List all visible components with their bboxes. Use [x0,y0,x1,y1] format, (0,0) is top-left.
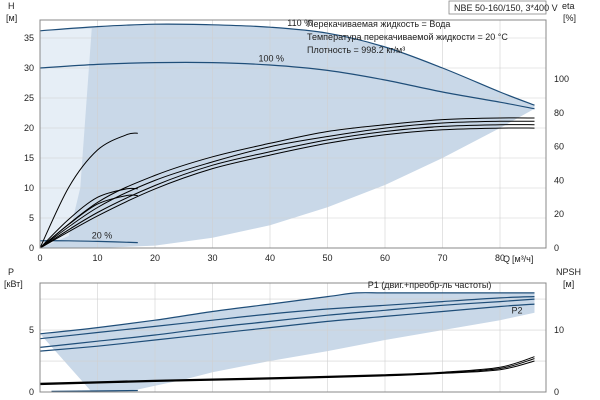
bottom-tick-labels: 0 5 0 10 [29,325,564,397]
bottom-y-axis-label: P [8,267,14,277]
bottom-y2-axis-unit: [м] [563,279,574,289]
top-tick-labels: 0 5 10 15 20 25 30 35 0 20 40 60 80 100 0 10 20 30 40 50 60 7… [24,33,569,263]
info-liquid: Перекачиваемая жидкость = Вода [307,19,450,29]
y2-tick-label: 100 [554,74,569,84]
y-tick-label: 15 [24,153,34,163]
curve-label-p1_110: P1 (двиг.+преобр-ль частоты) [368,280,492,290]
x-tick-label: 60 [380,253,390,263]
top-curves [39,23,535,249]
series-p1_110 [39,292,535,335]
curve-label-h_110: 110 % [287,18,312,28]
top-shaded-area [40,24,535,249]
bottom-shaded-area [40,292,535,392]
curve-label-h_100: 100 % [259,54,285,64]
x-tick-label: 80 [495,253,505,263]
x-tick-label: 50 [322,253,332,263]
y-tick-label: 5 [29,325,34,335]
top-light-fringe [40,28,92,249]
bottom-y-axis-unit: [кВт] [4,279,23,289]
y2-tick-label: 80 [554,108,564,118]
y-tick-label: 5 [29,213,34,223]
series-eta_small_3 [39,194,138,249]
y-tick-label: 30 [24,63,34,73]
y-tick-label: 20 [24,123,34,133]
series-h_110 [39,23,535,106]
bottom-y2-axis-label: NPSH [556,267,581,277]
series-p1_100 [39,298,535,348]
y2-tick-label: 10 [554,325,564,335]
bottom-operating-range [40,292,535,392]
series-npsh_b [39,358,535,385]
top-y-axis-unit: [м] [6,13,17,23]
series-eta_small_1 [39,132,138,249]
bottom-curve-labels: P1 (двиг.+преобр-ль частоты) P2 [368,280,523,316]
bottom-curves [39,292,535,392]
y2-tick-label: 20 [554,209,564,219]
pump-name: NBE 50-160/150, 3*400 V [454,3,558,13]
x-tick-label: 40 [265,253,275,263]
x-tick-label: 30 [207,253,217,263]
top-y2-axis-label: eta [562,1,575,11]
info-density: Плотность = 998.2 кг/м³ [307,45,405,55]
info-temperature: Температура перекачиваемой жидкости = 20… [307,32,508,42]
series-p2_110 [39,296,535,340]
x-axis-unit: [м³/ч] [512,254,533,264]
y2-tick-label: 60 [554,142,564,152]
series-p_20 [51,389,138,392]
top-curve-labels: 110 % 100 % 20 % [92,18,312,240]
x-tick-label: 70 [437,253,447,263]
series-eta_b [39,120,535,249]
curve-label-h_20: 20 % [92,230,113,240]
x-axis-label: Q [503,254,510,264]
y-tick-label: 25 [24,93,34,103]
top-plot-frame [39,19,547,249]
series-h_100 [39,61,535,110]
x-tick-label: 0 [37,253,42,263]
curve-label-p2_100: P2 [512,306,523,316]
bottom-plot-frame [39,282,547,393]
top-operating-range [40,24,535,249]
y-tick-label: 0 [29,387,34,397]
y2-tick-label: 0 [554,243,559,253]
y-tick-label: 35 [24,33,34,43]
y2-tick-label: 40 [554,175,564,185]
series-eta_c [39,124,535,249]
pump-name-box [448,0,547,15]
top-y2-axis-unit: [%] [563,13,576,23]
series-p2_100 [39,303,535,352]
series-eta_small_2 [39,187,138,249]
top-grid [40,20,546,248]
series-eta_d [39,127,535,249]
x-tick-label: 20 [150,253,160,263]
series-npsh_c [39,360,535,386]
series-npsh_a [39,356,535,384]
y2-tick-label: 0 [554,387,559,397]
y-tick-label: 0 [29,243,34,253]
top-y-axis-label: H [8,1,15,11]
y-tick-label: 10 [24,183,34,193]
x-tick-label: 10 [92,253,102,263]
